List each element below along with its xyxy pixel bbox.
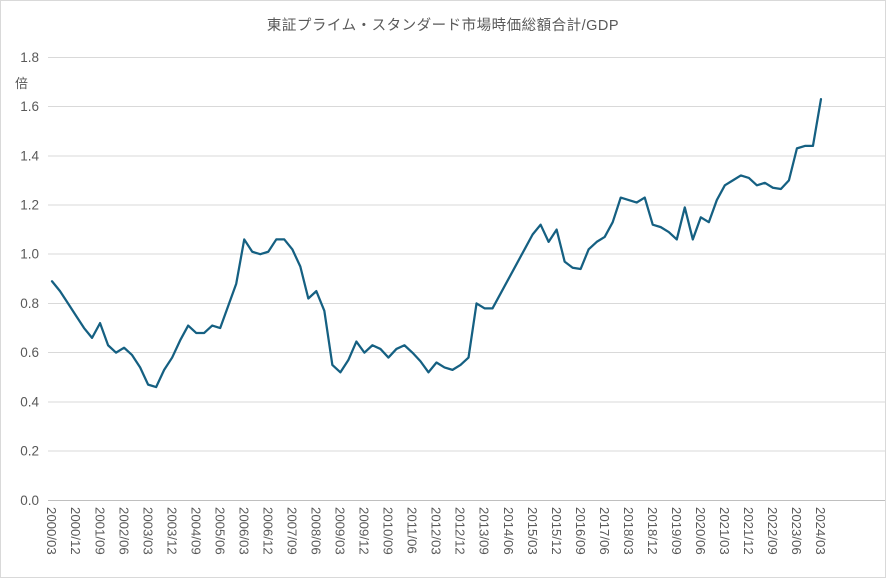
x-tick-label: 2000/03 — [44, 507, 59, 555]
x-tick-label: 2015/12 — [549, 507, 564, 555]
x-tick-label: 2010/09 — [381, 507, 396, 555]
x-tick-label: 2013/09 — [477, 507, 492, 555]
x-tick-label: 2023/06 — [789, 507, 804, 555]
chart-title: 東証プライム・スタンダード市場時価総額合計/GDP — [266, 18, 620, 34]
x-tick-label: 2019/09 — [669, 507, 684, 555]
x-tick-label: 2004/09 — [188, 507, 203, 555]
x-tick-label: 2022/09 — [765, 507, 780, 555]
y-tick-label: 0.2 — [20, 444, 39, 459]
x-tick-label: 2005/06 — [212, 507, 227, 555]
x-tick-label: 2007/09 — [285, 507, 300, 555]
x-tick-label: 2014/06 — [501, 507, 516, 555]
data-series-line — [50, 98, 823, 389]
x-tick-label: 2018/03 — [621, 507, 636, 555]
x-tick-label: 2003/03 — [140, 507, 155, 555]
x-tick-label: 2016/09 — [573, 507, 588, 555]
x-tick-label: 2001/09 — [92, 507, 107, 555]
x-tick-label: 2000/12 — [68, 507, 83, 555]
x-tick-label: 2008/06 — [309, 507, 324, 555]
x-tick-label: 2017/06 — [597, 507, 612, 555]
x-tick-label: 2021/12 — [741, 507, 756, 555]
x-tick-label: 2020/06 — [693, 507, 708, 555]
x-tick-label: 2015/03 — [525, 507, 540, 555]
y-tick-label: 0.4 — [20, 394, 39, 409]
x-tick-label: 2011/06 — [405, 507, 420, 554]
y-axis-unit-label: 倍 — [15, 76, 29, 91]
y-tick-label: 1.6 — [20, 99, 39, 114]
x-tick-label: 2021/03 — [717, 507, 732, 555]
x-tick-label: 2009/12 — [357, 507, 372, 555]
y-tick-label: 1.2 — [20, 197, 39, 212]
x-tick-label: 2024/03 — [813, 507, 828, 555]
y-tick-label: 0.6 — [20, 345, 39, 360]
y-tick-label: 0.8 — [20, 296, 39, 311]
x-tick-label: 2012/12 — [453, 507, 468, 555]
y-tick-label: 0.0 — [20, 493, 39, 508]
y-tick-label: 1.8 — [20, 50, 39, 65]
x-tick-label: 2006/03 — [236, 507, 251, 555]
x-tick-label: 2009/03 — [333, 507, 348, 555]
x-tick-label: 2002/06 — [116, 507, 131, 555]
x-tick-label: 2012/03 — [429, 507, 444, 555]
x-tick-label: 2018/12 — [645, 507, 660, 555]
x-tick-label: 2006/12 — [260, 507, 275, 555]
y-tick-label: 1.4 — [20, 148, 39, 163]
y-tick-label: 1.0 — [20, 247, 39, 262]
x-tick-label: 2003/12 — [164, 507, 179, 555]
